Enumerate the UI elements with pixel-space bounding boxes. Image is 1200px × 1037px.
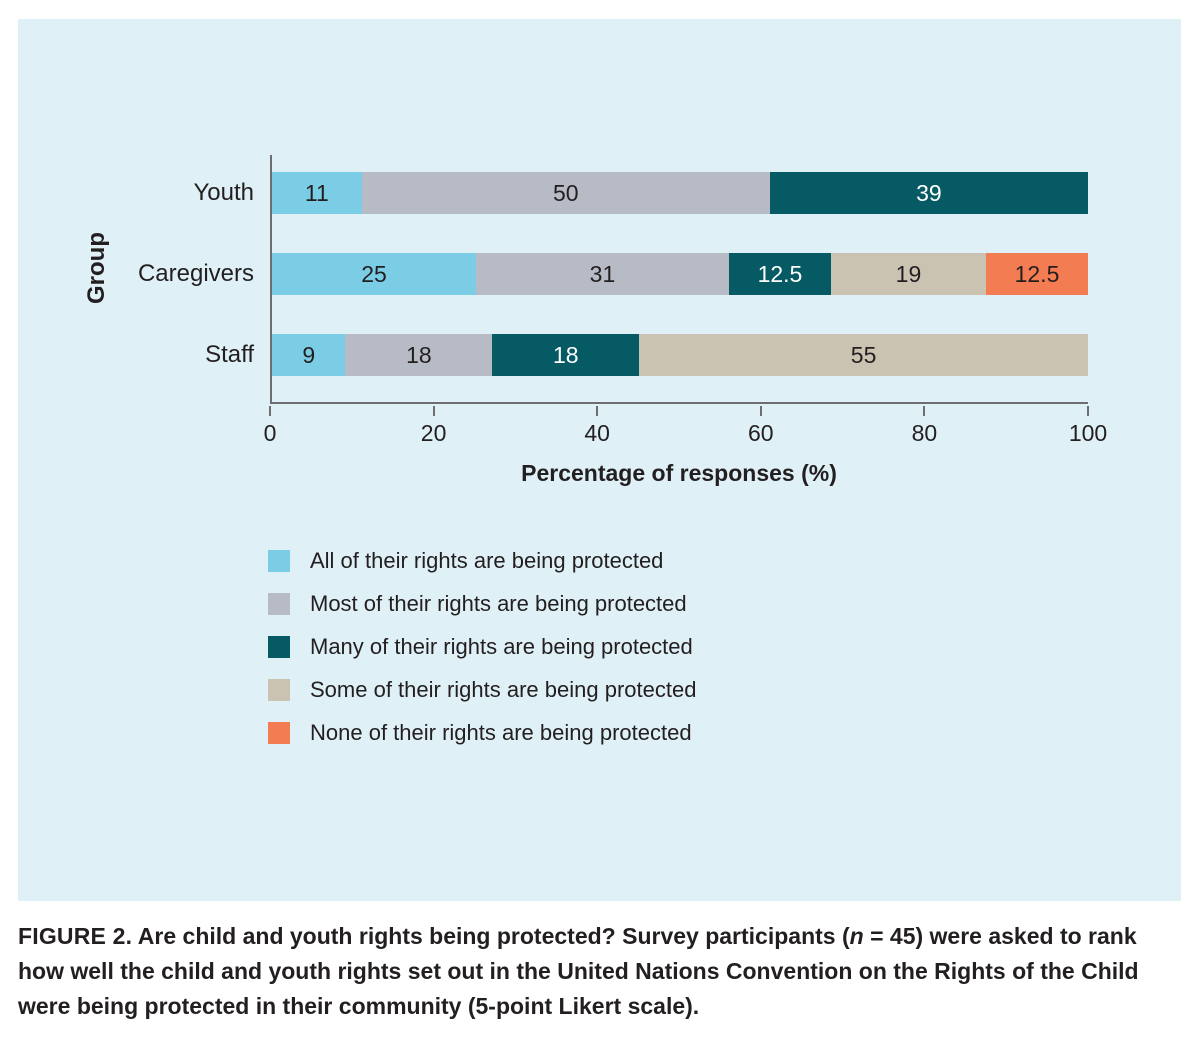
legend-label: All of their rights are being protected: [310, 548, 664, 573]
caption-n-italic: n: [849, 923, 864, 949]
tick-label: 60: [748, 420, 774, 446]
tick-label: 80: [911, 420, 938, 446]
x-axis-title: Percentage of responses (%): [521, 460, 837, 486]
bar-row: 25 31 12.5 19 12.5: [272, 253, 1088, 295]
value-label: 12.5: [1014, 260, 1060, 287]
figure-number-label: FIGURE 2.: [18, 923, 133, 949]
value-label: 11: [304, 179, 329, 206]
value-label: 19: [895, 260, 922, 287]
tick-mark: [1087, 406, 1089, 416]
legend-item: Many of their rights are being protected: [268, 634, 696, 659]
value-label: 25: [361, 260, 387, 287]
legend-item: Most of their rights are being protected: [268, 591, 696, 616]
value-label: 18: [406, 341, 432, 368]
legend-swatch: [268, 679, 290, 701]
tick-mark: [759, 406, 762, 416]
bar-row: 9 18 18 55: [272, 334, 1088, 376]
bar-segment: 25: [272, 253, 476, 295]
bar-segment: 18: [345, 334, 493, 376]
legend-swatch: [268, 593, 290, 615]
caption-text: Are child and youth rights being protect…: [132, 923, 850, 949]
legend-swatch: [268, 722, 290, 744]
bar-segment: 31: [476, 253, 729, 295]
value-label: 31: [589, 260, 616, 287]
value-label: 12.5: [757, 260, 803, 287]
plot-area: 11 50 39 25 31 12.5 19 12.5 9 18 18 55: [270, 155, 1088, 404]
value-label: 9: [302, 341, 316, 368]
legend-swatch: [268, 636, 290, 658]
tick-label: 0: [263, 420, 277, 446]
bar-segment: 12.5: [728, 253, 831, 295]
bar-segment: 50: [361, 172, 770, 214]
category-label: Youth: [193, 179, 254, 206]
value-label: 50: [552, 179, 579, 206]
figure-panel: Group Youth Caregivers Staff 11 50 39 25 31 12.…: [18, 19, 1181, 901]
legend-swatch: [268, 550, 290, 572]
legend-item: All of their rights are being protected: [268, 548, 696, 573]
bar-segment: 18: [492, 334, 640, 376]
value-label: 18: [552, 341, 579, 368]
tick-mark: [596, 406, 599, 416]
bar-segment: 12.5: [985, 253, 1088, 295]
tick-mark: [432, 406, 435, 416]
value-label: 55: [850, 341, 877, 368]
category-label: Caregivers: [137, 260, 254, 287]
figure-caption: FIGURE 2. Are child and youth rights bei…: [18, 919, 1182, 1024]
tick-label: 40: [584, 420, 610, 446]
tick-label: 100: [1068, 420, 1108, 446]
tick-mark: [923, 406, 926, 416]
legend-item: Some of their rights are being protected: [268, 677, 697, 702]
category-label: Staff: [205, 341, 254, 368]
x-axis: 0 20 40 60 80 100: [264, 404, 1107, 454]
tick-mark: [269, 406, 271, 416]
bar-segment: 39: [769, 172, 1088, 214]
bar-segment: 11: [272, 172, 362, 214]
caption-text: = 45) were asked to rank how well the ch…: [18, 923, 1139, 1019]
bar-segment: 55: [639, 334, 1088, 376]
legend-label: Most of their rights are being protected: [310, 591, 687, 616]
legend-label: Some of their rights are being protected: [310, 677, 697, 702]
value-label: 39: [916, 179, 942, 206]
legend-label: None of their rights are being protected: [310, 720, 692, 745]
bar-segment: 19: [830, 253, 986, 295]
bar-row: 11 50 39: [272, 172, 1088, 214]
bar-segment: 9: [272, 334, 346, 376]
legend-label: Many of their rights are being protected: [310, 634, 693, 659]
legend: All of their rights are being protected M…: [268, 548, 697, 765]
legend-item: None of their rights are being protected: [268, 720, 696, 745]
tick-label: 20: [420, 420, 447, 446]
